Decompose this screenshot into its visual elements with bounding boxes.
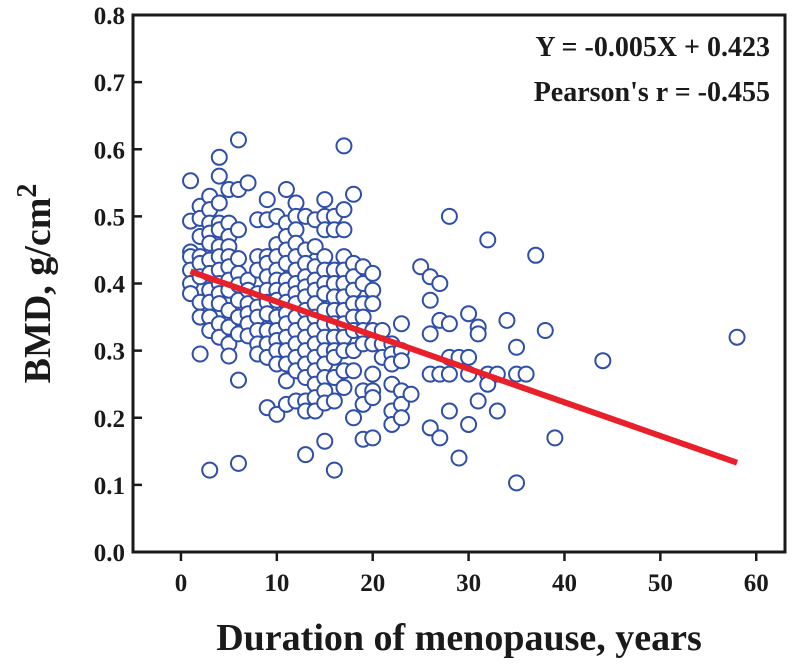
- regression-equation: Y = -0.005X + 0.423: [535, 32, 770, 63]
- data-point: [229, 131, 247, 149]
- data-point: [392, 352, 410, 370]
- y-tick-label: 0.6: [94, 137, 125, 164]
- y-axis-title: BMD, g/cm2: [12, 184, 59, 384]
- data-point: [469, 325, 487, 343]
- data-point: [536, 321, 554, 339]
- data-point: [220, 347, 238, 365]
- data-point: [268, 405, 286, 423]
- data-point: [594, 352, 612, 370]
- data-point: [527, 246, 545, 264]
- data-point: [440, 402, 458, 420]
- data-point: [182, 172, 200, 190]
- data-point: [440, 207, 458, 225]
- data-point: [277, 372, 295, 390]
- data-point: [316, 191, 334, 209]
- data-point: [325, 392, 343, 410]
- y-tick-label: 0.5: [94, 204, 125, 231]
- data-point: [210, 148, 228, 166]
- y-tick-label: 0.3: [94, 339, 125, 366]
- data-point: [460, 415, 478, 433]
- data-point: [210, 194, 228, 212]
- data-point: [508, 474, 526, 492]
- x-tick-label: 40: [552, 570, 577, 597]
- y-tick-label: 0.0: [94, 540, 125, 567]
- data-point: [460, 348, 478, 366]
- data-point: [431, 275, 449, 292]
- data-point: [460, 305, 478, 323]
- data-point: [335, 221, 353, 239]
- data-point: [229, 454, 247, 472]
- data-point: [421, 419, 439, 437]
- data-point: [546, 429, 564, 447]
- data-point: [440, 365, 458, 383]
- data-point: [488, 402, 506, 420]
- regression-line: [189, 268, 739, 466]
- y-axis-title-main: BMD, g/cm: [17, 198, 59, 384]
- data-point: [277, 181, 295, 199]
- data-point: [392, 315, 410, 333]
- data-point: [402, 385, 420, 403]
- data-point: [364, 365, 382, 383]
- y-axis: 0.0 0.1 0.2 0.3 0.4 0.5 0.6 0.7 0.8: [94, 3, 142, 567]
- data-point: [421, 325, 439, 343]
- x-tick-label: 10: [264, 570, 289, 597]
- x-axis-title: Duration of menopause, years: [216, 617, 702, 659]
- data-point: [508, 338, 526, 356]
- data-point: [325, 461, 343, 479]
- y-tick-label: 0.7: [94, 70, 125, 97]
- data-point: [517, 365, 535, 383]
- data-point: [421, 291, 439, 309]
- data-point: [191, 345, 209, 363]
- data-point: [498, 311, 516, 329]
- y-tick-label: 0.1: [94, 473, 125, 500]
- data-point: [364, 389, 382, 407]
- data-point: [201, 461, 219, 479]
- x-tick-label: 0: [175, 570, 188, 597]
- data-point: [479, 231, 497, 249]
- data-point: [335, 137, 353, 155]
- data-point: [431, 429, 449, 447]
- x-tick-label: 20: [360, 570, 385, 597]
- data-point: [345, 185, 363, 203]
- data-point: [239, 174, 257, 192]
- data-point: [297, 446, 315, 464]
- y-tick-label: 0.2: [94, 406, 125, 433]
- x-tick-label: 50: [648, 570, 673, 597]
- data-point: [335, 379, 353, 397]
- data-point: [210, 167, 228, 185]
- data-point: [345, 362, 363, 380]
- data-point: [316, 432, 334, 450]
- data-point: [728, 328, 746, 346]
- x-tick-label: 30: [456, 570, 481, 597]
- data-point: [364, 429, 382, 447]
- data-point: [345, 409, 363, 427]
- data-point: [229, 371, 247, 389]
- data-point: [229, 250, 247, 268]
- y-tick-label: 0.8: [94, 3, 125, 30]
- data-point: [258, 191, 276, 209]
- data-point: [440, 315, 458, 333]
- x-axis: 0 10 20 30 40 50 60: [175, 552, 769, 597]
- data-point: [364, 295, 382, 313]
- x-tick-label: 60: [744, 570, 769, 597]
- data-point: [469, 392, 487, 410]
- data-point: [306, 238, 324, 256]
- data-point: [412, 258, 430, 276]
- y-axis-title-superscript: 2: [12, 184, 43, 198]
- data-point: [364, 264, 382, 282]
- y-tick-label: 0.4: [94, 272, 126, 299]
- y-axis-title-group: BMD, g/cm2: [12, 184, 59, 384]
- data-point: [335, 201, 353, 219]
- data-point: [229, 221, 247, 239]
- data-point: [450, 449, 468, 467]
- pearson-r-annotation: Pearson's r = -0.455: [534, 77, 770, 108]
- data-point: [392, 409, 410, 427]
